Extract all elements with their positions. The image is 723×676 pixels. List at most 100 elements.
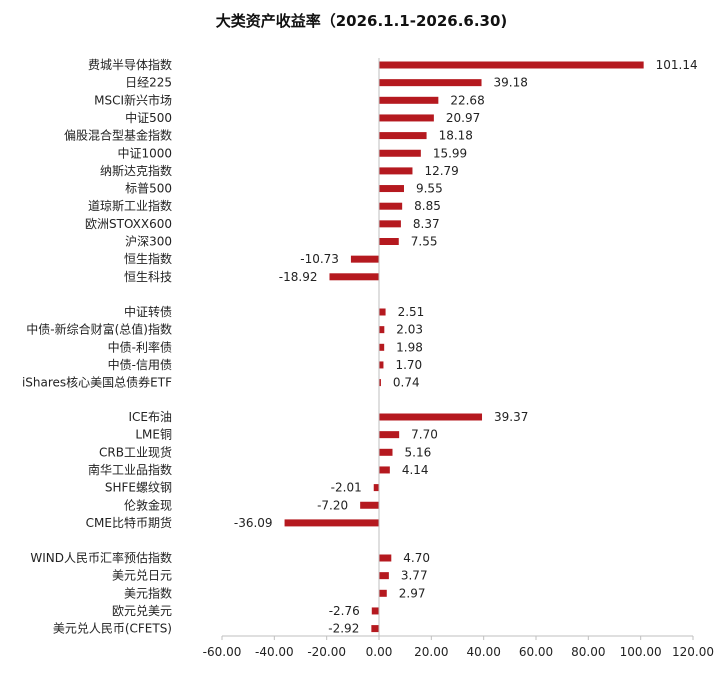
data-label: 12.79 bbox=[424, 164, 458, 178]
category-label: CME比特币期货 bbox=[86, 515, 172, 530]
category-label: 日经225 bbox=[125, 76, 172, 90]
data-label: 0.74 bbox=[393, 376, 420, 390]
x-tick-label: 100.00 bbox=[620, 645, 662, 659]
bar bbox=[379, 448, 393, 456]
data-label: -18.92 bbox=[279, 270, 318, 284]
category-label: 恒生指数 bbox=[124, 251, 172, 266]
data-label: 15.99 bbox=[433, 146, 467, 160]
data-label: 9.55 bbox=[416, 182, 443, 196]
x-tick-label: 120.00 bbox=[672, 645, 714, 659]
data-label: -2.92 bbox=[328, 622, 359, 636]
bar bbox=[379, 431, 400, 439]
bar bbox=[329, 273, 379, 281]
category-label: 中证1000 bbox=[117, 145, 172, 160]
bar bbox=[371, 607, 379, 615]
x-tick-label: 40.00 bbox=[466, 645, 500, 659]
bar bbox=[379, 132, 427, 140]
bar bbox=[284, 519, 379, 527]
data-label: 5.16 bbox=[405, 445, 432, 459]
x-tick-label: 60.00 bbox=[519, 645, 553, 659]
category-label: 中证转债 bbox=[124, 304, 172, 319]
data-label: -2.01 bbox=[331, 481, 362, 495]
bar bbox=[379, 572, 389, 580]
chart-title: 大类资产收益率（2026.1.1-2026.6.30) bbox=[215, 12, 508, 30]
x-axis: -60.00 -40.00 -20.00 0.00 20.00 40.00 60.00 80.… bbox=[203, 58, 714, 659]
category-label: 沪深300 bbox=[125, 235, 172, 249]
data-label: 4.70 bbox=[403, 551, 430, 565]
category-label: 偏股混合型基金指数 bbox=[64, 128, 172, 143]
category-label: 欧元兑美元 bbox=[112, 604, 172, 618]
category-label: 标普500 bbox=[125, 182, 172, 196]
data-label: -36.09 bbox=[234, 516, 273, 530]
x-tick-label: 20.00 bbox=[414, 645, 448, 659]
category-label: 美元指数 bbox=[124, 585, 172, 600]
category-label: MSCI新兴市场 bbox=[94, 92, 172, 107]
data-label: 7.55 bbox=[411, 235, 438, 249]
category-label: 恒生科技 bbox=[124, 270, 172, 284]
bar bbox=[360, 501, 379, 509]
category-label: CRB工业现货 bbox=[99, 444, 172, 459]
data-label: 22.68 bbox=[450, 93, 484, 107]
data-label: 1.98 bbox=[396, 340, 423, 354]
data-label: 20.97 bbox=[446, 111, 480, 125]
bar bbox=[379, 343, 385, 351]
data-label: -7.20 bbox=[317, 498, 348, 512]
data-label: -10.73 bbox=[300, 252, 339, 266]
bar bbox=[379, 361, 384, 369]
category-label: ICE布油 bbox=[128, 410, 172, 424]
bar bbox=[379, 379, 381, 387]
bar bbox=[379, 96, 439, 104]
category-label: 费城半导体指数 bbox=[88, 57, 172, 72]
x-tick-label: 0.00 bbox=[366, 645, 393, 659]
category-label: 美元兑人民币(CFETS) bbox=[53, 622, 172, 636]
data-label: 2.03 bbox=[396, 323, 423, 337]
bar bbox=[379, 326, 385, 334]
bar bbox=[379, 589, 387, 597]
category-label: 中债-信用债 bbox=[108, 357, 172, 372]
bar bbox=[379, 238, 399, 245]
bar bbox=[371, 625, 379, 633]
bar bbox=[379, 61, 644, 69]
data-label: 1.70 bbox=[395, 358, 422, 372]
category-label: 中证500 bbox=[125, 110, 172, 125]
bar bbox=[379, 202, 403, 210]
category-label: 伦敦金现 bbox=[124, 497, 172, 512]
bar bbox=[379, 308, 386, 316]
x-tick-label: -20.00 bbox=[307, 645, 346, 659]
bars-layer: 费城半导体指数 101.14 日经225 39.18 MSCI新兴市场 22.68 中证50… bbox=[22, 57, 698, 636]
data-label: 8.37 bbox=[413, 217, 440, 231]
category-label: WIND人民币汇率预估指数 bbox=[30, 550, 172, 565]
data-label: 2.97 bbox=[399, 586, 426, 600]
bar bbox=[373, 484, 379, 492]
bar bbox=[379, 413, 483, 421]
data-label: 4.14 bbox=[402, 463, 429, 477]
data-label: 39.18 bbox=[494, 76, 528, 90]
data-label: 2.51 bbox=[398, 305, 425, 319]
category-label: 南华工业品指数 bbox=[88, 462, 172, 477]
x-tick-label: 80.00 bbox=[571, 645, 605, 659]
category-label: 道琼斯工业指数 bbox=[88, 198, 172, 213]
category-label: SHFE螺纹钢 bbox=[105, 481, 172, 495]
data-label: 101.14 bbox=[656, 58, 698, 72]
bar bbox=[379, 220, 401, 228]
data-label: 8.85 bbox=[414, 199, 441, 213]
category-label: 中债-利率债 bbox=[108, 339, 172, 354]
bar bbox=[379, 185, 404, 193]
x-tick-label: -40.00 bbox=[255, 645, 294, 659]
category-label: LME铜 bbox=[135, 427, 172, 442]
bar bbox=[350, 255, 379, 263]
data-label: 3.77 bbox=[401, 569, 428, 583]
category-label: iShares核心美国总债券ETF bbox=[22, 375, 172, 390]
bar bbox=[379, 149, 421, 157]
data-label: -2.76 bbox=[329, 604, 360, 618]
bar bbox=[379, 114, 434, 122]
data-label: 7.70 bbox=[411, 428, 438, 442]
category-label: 中债-新综合财富(总值)指数 bbox=[26, 322, 172, 337]
data-label: 18.18 bbox=[439, 129, 473, 143]
bar bbox=[379, 554, 392, 562]
category-label: 美元兑日元 bbox=[112, 569, 172, 583]
bar bbox=[379, 79, 482, 87]
x-tick-label: -60.00 bbox=[203, 645, 242, 659]
data-label: 39.37 bbox=[494, 410, 528, 424]
